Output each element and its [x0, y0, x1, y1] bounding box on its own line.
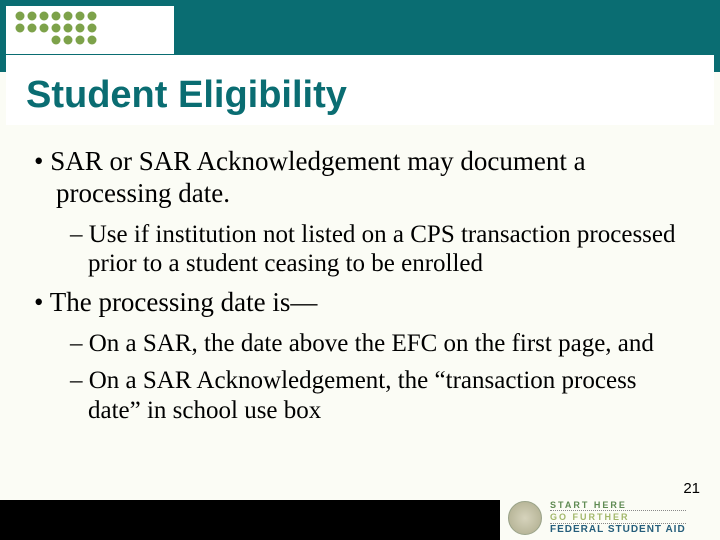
fsa-text: START HERE GO FURTHER FEDERAL STUDENT AI…: [550, 500, 686, 535]
federal-student-aid-logo: START HERE GO FURTHER FEDERAL STUDENT AI…: [508, 500, 708, 538]
slide: Student Eligibility SAR or SAR Acknowled…: [0, 0, 720, 540]
bullet-level2: On a SAR, the date above the EFC on the …: [34, 329, 694, 359]
bullet-level1: The processing date is—: [34, 287, 694, 319]
page-number: 21: [683, 480, 700, 497]
content-area: SAR or SAR Acknowledgement may document …: [34, 146, 694, 433]
bullet-text: SAR or SAR Acknowledgement may document …: [50, 146, 585, 208]
bullet-text: Use if institution not listed on a CPS t…: [88, 221, 676, 278]
footer-bar: [0, 500, 500, 540]
fsa-line3: FEDERAL STUDENT AID: [550, 524, 686, 535]
fsa-line2: GO FURTHER: [550, 510, 686, 524]
slide-title: Student Eligibility: [26, 74, 347, 117]
bullet-text: The processing date is—: [50, 287, 318, 317]
fsa-line1: START HERE: [550, 500, 686, 510]
bullet-text: On a SAR Acknowledgement, the “transacti…: [88, 367, 637, 424]
bullet-level2: On a SAR Acknowledgement, the “transacti…: [34, 366, 694, 425]
bullet-text: On a SAR, the date above the EFC on the …: [89, 330, 654, 357]
bullet-level1: SAR or SAR Acknowledgement may document …: [34, 146, 694, 210]
seal-icon: [508, 501, 542, 535]
dots-logo-icon: [14, 10, 104, 52]
bullet-level2: Use if institution not listed on a CPS t…: [34, 220, 694, 279]
